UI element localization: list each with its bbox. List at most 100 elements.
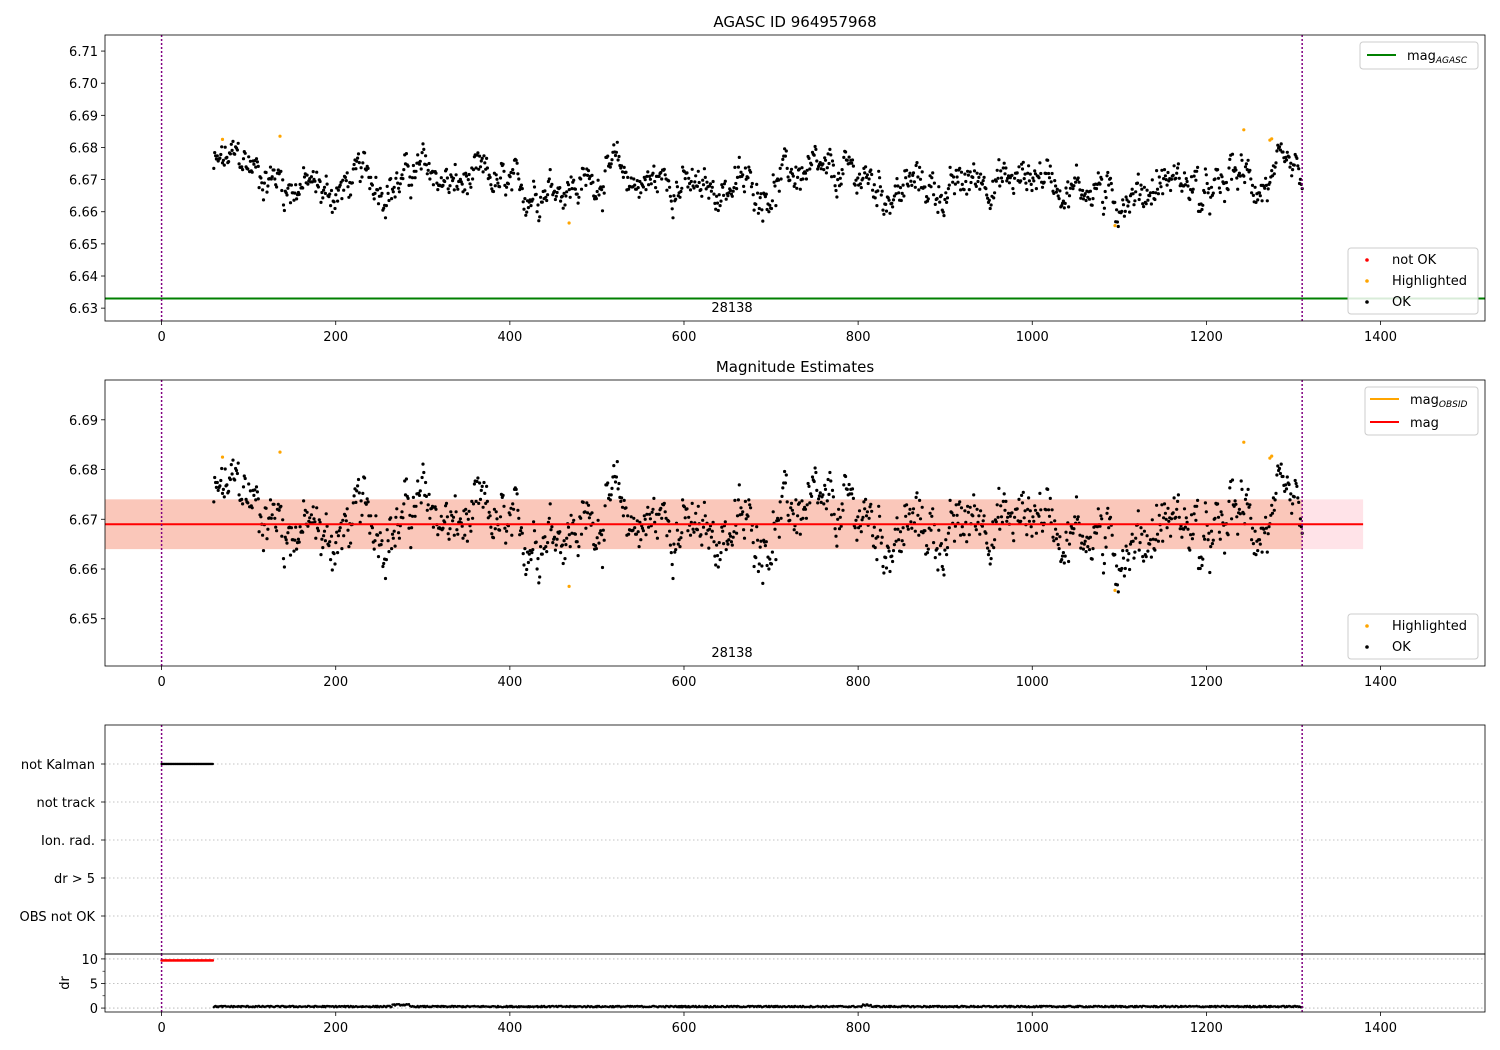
ok-point: [1031, 515, 1035, 519]
ok-point: [668, 185, 672, 189]
ok-point: [985, 193, 989, 197]
ok-point: [1115, 208, 1119, 212]
ok-point: [576, 201, 580, 205]
ok-point: [443, 520, 447, 524]
ok-point: [349, 193, 353, 197]
ok-point: [721, 529, 725, 533]
p4-xtick-label: 1400: [1364, 1021, 1397, 1036]
ok-point: [974, 184, 978, 188]
ok-point: [1154, 538, 1158, 542]
ok-point: [235, 471, 239, 476]
ok-point: [1116, 590, 1120, 594]
ok-point: [780, 494, 784, 498]
ok-point: [907, 174, 911, 178]
ok-point: [406, 164, 410, 168]
ok-point: [400, 510, 404, 514]
ok-point: [1032, 519, 1036, 523]
ok-point: [680, 531, 684, 535]
ok-point: [1207, 187, 1211, 191]
ok-point: [923, 529, 927, 533]
ok-point: [1257, 191, 1262, 195]
ok-point: [845, 487, 849, 491]
ok-point: [1208, 570, 1212, 575]
ok-point: [721, 185, 725, 189]
ok-point: [859, 530, 863, 534]
ok-point: [1203, 167, 1207, 171]
p2-ytick-label: 6.66: [69, 563, 98, 578]
ok-point: [712, 192, 716, 196]
ok-point: [692, 186, 696, 190]
ok-point: [847, 482, 851, 487]
ok-point: [960, 525, 964, 529]
ok-point: [1283, 489, 1287, 493]
ok-point: [649, 182, 653, 186]
ok-point: [562, 191, 566, 195]
ok-point: [488, 175, 492, 179]
ok-point: [1110, 188, 1114, 192]
ok-point: [717, 541, 721, 545]
ok-point: [359, 499, 363, 503]
ok-point: [376, 555, 381, 559]
ok-point: [418, 489, 422, 493]
ok-point: [861, 515, 865, 519]
ok-point: [895, 177, 899, 181]
ok-point: [705, 180, 709, 184]
ok-point: [662, 501, 666, 505]
ok-point: [918, 165, 922, 169]
ok-point: [804, 177, 809, 181]
ok-point: [540, 552, 544, 556]
ok-point: [1155, 503, 1159, 507]
p4-xtick-label: 800: [846, 1021, 871, 1036]
ok-point: [629, 515, 633, 519]
ok-point: [329, 204, 333, 208]
ok-point: [1141, 555, 1145, 559]
ok-point: [1013, 515, 1017, 519]
p1-title: AGASC ID 964957968: [713, 13, 876, 31]
ok-point: [228, 477, 232, 482]
ok-point: [1266, 532, 1270, 536]
ok-point: [695, 184, 700, 188]
ok-point: [1201, 203, 1205, 207]
ok-point: [569, 175, 573, 179]
ok-point: [1279, 462, 1283, 466]
ok-point: [1031, 176, 1035, 180]
ok-point: [498, 528, 502, 532]
ok-point: [397, 536, 401, 540]
ok-point: [1263, 531, 1267, 535]
ok-point: [283, 535, 287, 539]
ok-point: [538, 575, 542, 579]
ok-point: [850, 158, 855, 162]
ok-point: [769, 206, 774, 211]
ok-point: [814, 147, 818, 151]
ok-point: [1060, 558, 1064, 562]
ok-point: [536, 557, 540, 561]
ok-point: [999, 515, 1004, 519]
ok-point: [1034, 531, 1038, 535]
ok-point: [902, 543, 906, 547]
ok-point: [436, 533, 440, 537]
ok-point: [645, 174, 649, 178]
ok-point: [893, 527, 897, 531]
ok-point: [1200, 207, 1204, 212]
ok-point: [1216, 176, 1221, 180]
ok-point: [532, 179, 536, 183]
ok-point: [1236, 532, 1240, 536]
ok-point: [1090, 203, 1094, 207]
ok-point: [416, 479, 420, 483]
ok-point: [1292, 495, 1296, 499]
ok-point: [1074, 180, 1078, 184]
ok-point: [1099, 514, 1103, 518]
ok-point: [401, 177, 405, 181]
ok-point: [441, 526, 445, 530]
ok-point: [568, 545, 572, 549]
ok-point: [402, 502, 406, 506]
ok-point: [1188, 548, 1192, 552]
ok-point: [479, 488, 483, 492]
ok-point: [332, 200, 336, 204]
ok-point: [902, 194, 906, 198]
p1-ytick-label: 6.64: [69, 270, 98, 285]
p1-xtick-label: 0: [157, 330, 165, 345]
ok-point: [521, 552, 525, 556]
ok-point: [579, 532, 584, 536]
ok-point: [971, 514, 975, 518]
